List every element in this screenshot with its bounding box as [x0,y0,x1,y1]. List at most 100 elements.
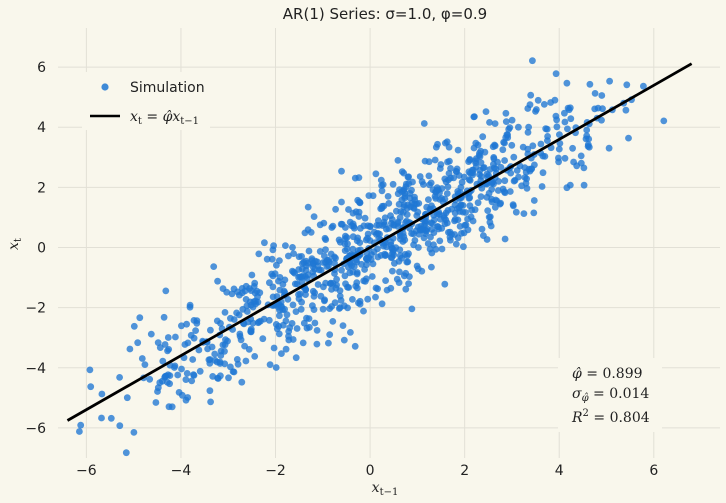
scatter-point [368,273,376,280]
scatter-point [161,341,169,348]
x-tick-label: 0 [366,463,375,479]
scatter-point [332,205,339,213]
scatter-point [506,124,514,131]
scatter-point [561,109,568,117]
y-axis-label: xt [6,238,24,250]
scatter-point [98,390,106,398]
stats-box [558,358,662,432]
scatter-point [499,146,507,154]
scatter-point [415,244,422,251]
scatter-point [280,287,288,295]
scatter-point [353,279,361,286]
scatter-point [221,309,229,316]
scatter-point [406,190,414,197]
scatter-point [442,178,450,186]
scatter-point [529,57,536,65]
scatter-point [310,306,318,313]
scatter-point [436,237,444,245]
scatter-point [452,240,460,248]
scatter-point [522,179,530,187]
scatter-point [221,341,229,349]
scatter-point [491,203,499,211]
scatter-point [243,308,251,315]
scatter-point [374,285,381,293]
legend-label-simulation: Simulation [130,80,205,96]
scatter-point [335,236,343,244]
scatter-point [570,158,577,166]
scatter-point [408,230,415,237]
scatter-point [411,196,419,204]
scatter-point [478,225,486,233]
scatter-point [154,384,162,392]
scatter-point [529,142,537,150]
scatter-point [553,123,561,131]
scatter-point [289,301,297,309]
scatter-point [172,333,179,341]
scatter-point [237,336,245,344]
scatter-point [211,350,219,358]
scatter-point [510,153,518,161]
scatter-point [437,161,445,168]
scatter-point [526,167,534,175]
scatter-point [402,285,410,293]
scatter-point [348,262,355,270]
scatter-point [598,116,605,124]
scatter-point [396,268,403,276]
scatter-point [141,361,149,368]
scatter-point [147,330,155,338]
scatter-point [325,339,332,347]
scatter-point [165,346,173,353]
scatter-point [383,286,391,294]
scatter-point [283,311,291,319]
scatter-point [295,253,303,261]
scatter-point [190,317,198,324]
scatter-point [317,292,325,300]
scatter-point [515,123,522,131]
scatter-point [289,244,296,251]
scatter-point [394,157,402,164]
scatter-point [292,308,300,315]
scatter-point [222,336,229,344]
scatter-point [594,104,602,112]
scatter-point [454,146,462,154]
scatter-point [491,120,499,127]
scatter-point [477,193,485,201]
scatter-point [561,154,569,162]
scatter-point [178,365,185,373]
scatter-point [322,246,329,254]
scatter-point [178,391,186,399]
scatter-point [404,173,412,181]
scatter-point [507,169,515,177]
scatter-point [350,224,358,232]
scatter-point [566,104,574,112]
y-tick-label: 6 [37,60,46,76]
scatter-point [343,245,351,253]
scatter-point [583,126,591,134]
scatter-point [302,291,309,298]
scatter-point [77,421,85,429]
scatter-point [76,428,83,435]
scatter-point [245,346,253,353]
scatter-point [447,165,454,172]
scatter-point [270,344,278,352]
scatter-point [159,357,167,365]
scatter-point [486,119,493,126]
scatter-point [345,206,352,213]
scatter-point [238,378,246,386]
scatter-point [408,305,416,313]
scatter-point [207,326,214,334]
x-tick-label: 4 [555,463,564,479]
scatter-point [501,189,509,197]
x-tick-label: −4 [171,463,192,479]
scatter-point [278,350,285,357]
scatter-point [402,183,410,191]
scatter-point [165,403,173,411]
y-tick-label: −6 [25,421,46,437]
scatter-point [355,174,363,182]
scatter-point [482,108,490,115]
scatter-point [227,314,234,322]
scatter-point [441,280,449,288]
scatter-point [247,325,255,333]
scatter-point [425,196,432,204]
x-tick-label: −6 [76,463,97,479]
